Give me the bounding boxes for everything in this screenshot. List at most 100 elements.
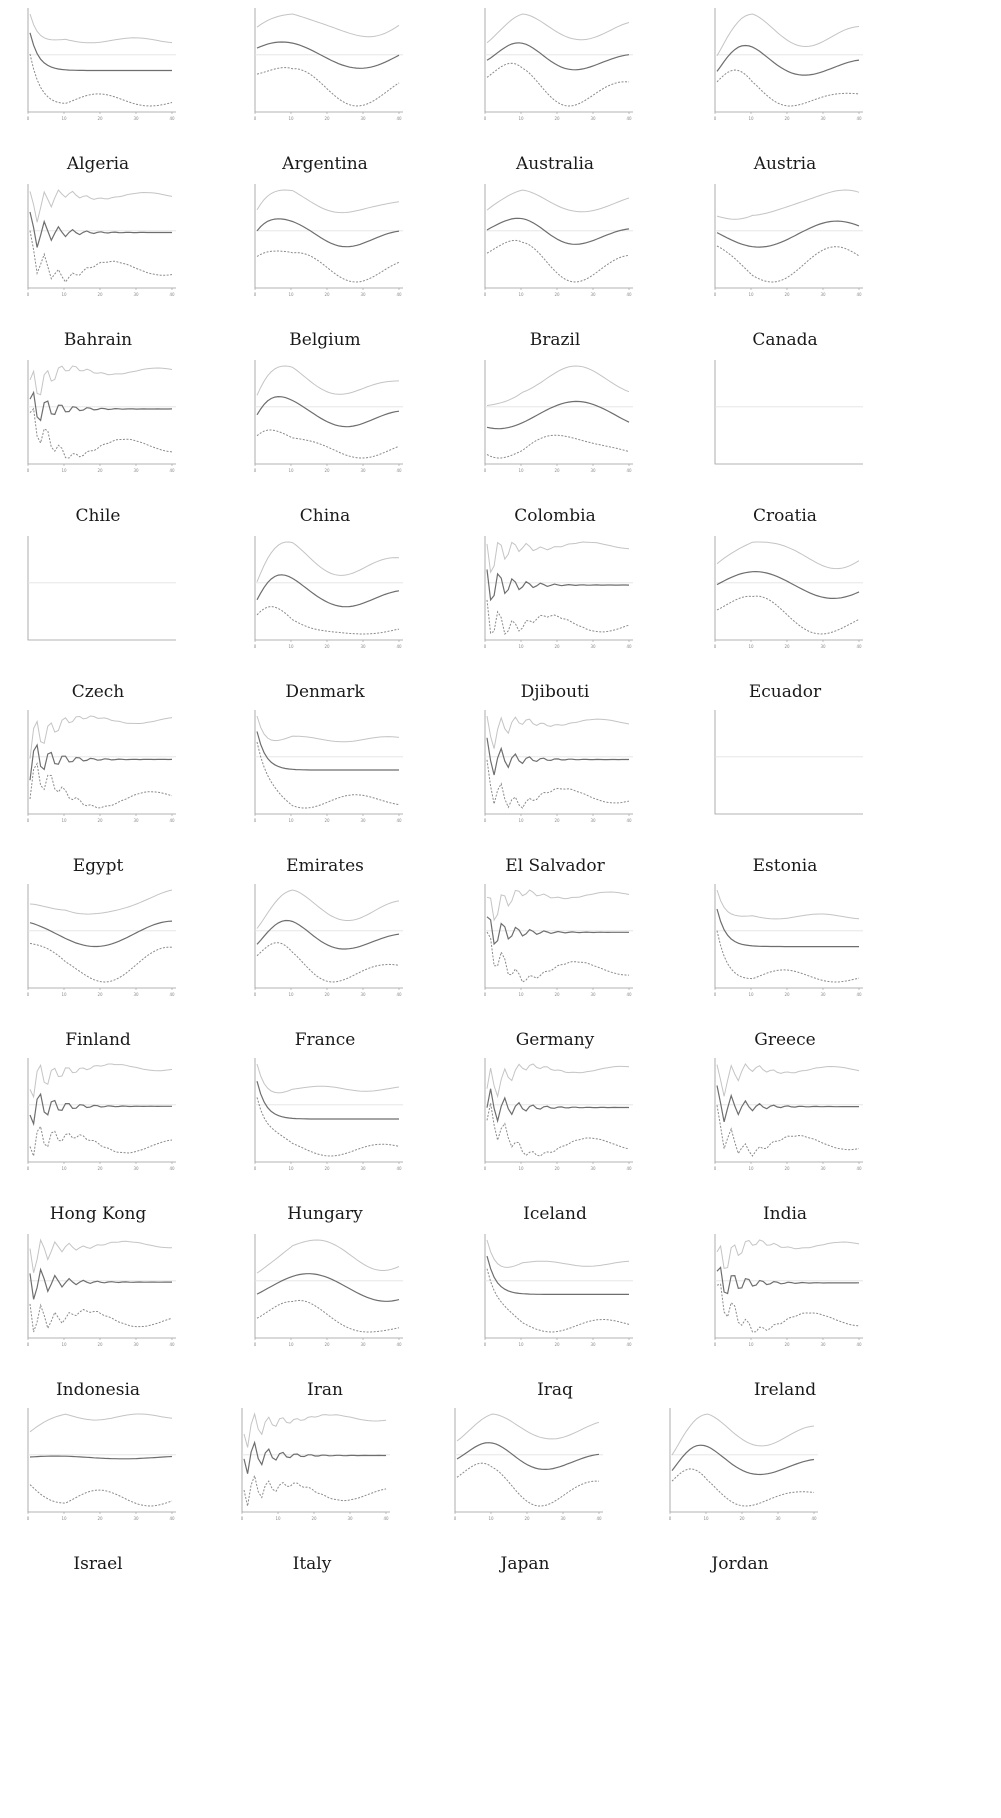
x-tick-label: 20 bbox=[554, 992, 560, 997]
irf-chart: 0 10 20 30 40 bbox=[484, 184, 633, 297]
x-tick-label: 20 bbox=[554, 644, 560, 649]
irf-panel: 0 10 20 30 40 Emirates bbox=[245, 706, 405, 876]
x-tick-label: 10 bbox=[61, 992, 67, 997]
x-tick-label: 10 bbox=[703, 1516, 709, 1521]
response-line bbox=[29, 743, 173, 781]
x-tick-label: 20 bbox=[324, 644, 330, 649]
x-tick-label: 30 bbox=[590, 1342, 596, 1347]
upper-band-line bbox=[256, 715, 400, 743]
x-tick-label: 30 bbox=[133, 818, 139, 823]
country-label: Japan bbox=[500, 1554, 550, 1574]
irf-chart: 0 10 20 30 40 bbox=[454, 1408, 603, 1521]
upper-band-line bbox=[716, 1239, 860, 1270]
lower-band-line bbox=[29, 230, 173, 283]
irf-panel: 0 10 20 30 40 Indonesia bbox=[18, 1230, 178, 1400]
upper-band-line bbox=[486, 541, 630, 574]
axis-frame bbox=[714, 710, 863, 815]
x-tick-label: 10 bbox=[518, 992, 524, 997]
x-tick-label: 0 bbox=[669, 1516, 672, 1521]
x-tick-label: 20 bbox=[784, 992, 790, 997]
x-tick-label: 30 bbox=[133, 1342, 139, 1347]
irf-chart: 0 10 20 30 40 bbox=[484, 884, 633, 997]
x-tick-label: 0 bbox=[484, 644, 487, 649]
irf-chart: 0 10 20 30 40 bbox=[484, 536, 633, 649]
x-tick-label: 20 bbox=[784, 292, 790, 297]
irf-panel: 0 10 20 30 40 Brazil bbox=[475, 180, 635, 350]
lower-band-line bbox=[716, 1283, 860, 1333]
x-tick-label: 20 bbox=[97, 116, 103, 121]
country-label: France bbox=[294, 1030, 356, 1050]
axis-frame bbox=[27, 710, 176, 815]
irf-chart bbox=[714, 710, 863, 815]
country-label: Austria bbox=[753, 154, 817, 174]
lower-band-line bbox=[256, 1299, 400, 1333]
irf-panel: 0 10 20 30 40 Colombia bbox=[475, 356, 635, 526]
x-tick-label: 40 bbox=[396, 644, 402, 649]
x-tick-label: 40 bbox=[396, 1166, 402, 1171]
x-tick-label: 40 bbox=[396, 292, 402, 297]
x-tick-label: 0 bbox=[254, 1342, 257, 1347]
lower-band-line bbox=[486, 62, 630, 107]
axis-frame bbox=[27, 1408, 176, 1513]
x-tick-label: 20 bbox=[554, 818, 560, 823]
upper-band-line bbox=[486, 1063, 630, 1099]
upper-band-line bbox=[256, 13, 400, 38]
x-tick-label: 20 bbox=[739, 1516, 745, 1521]
x-tick-label: 0 bbox=[714, 992, 717, 997]
upper-band-line bbox=[486, 189, 630, 213]
lower-band-line bbox=[716, 1105, 860, 1157]
x-tick-label: 40 bbox=[383, 1516, 389, 1521]
x-tick-label: 40 bbox=[626, 818, 632, 823]
x-tick-label: 0 bbox=[484, 116, 487, 121]
x-tick-label: 40 bbox=[169, 1166, 175, 1171]
lower-band-line bbox=[716, 930, 860, 983]
axis-frame bbox=[254, 1234, 403, 1339]
irf-chart: 0 10 20 30 40 bbox=[27, 360, 176, 473]
response-line bbox=[456, 1442, 600, 1471]
x-tick-label: 10 bbox=[288, 116, 294, 121]
upper-band-line bbox=[29, 365, 173, 396]
response-line bbox=[486, 569, 630, 602]
x-tick-label: 10 bbox=[748, 1166, 754, 1171]
response-line bbox=[256, 395, 400, 428]
response-line bbox=[29, 32, 172, 72]
x-tick-label: 10 bbox=[518, 468, 524, 473]
irf-chart: 0 10 20 30 40 bbox=[714, 184, 863, 297]
irf-panel: 0 10 20 30 40 Hungary bbox=[245, 1054, 405, 1224]
irf-panel: 0 10 20 30 40 Djibouti bbox=[475, 532, 635, 702]
axis-frame bbox=[254, 8, 403, 113]
irf-panel: 0 10 20 30 40 Belgium bbox=[245, 180, 405, 350]
x-tick-label: 40 bbox=[626, 116, 632, 121]
lower-band-line bbox=[256, 605, 400, 635]
response-line bbox=[716, 1085, 859, 1123]
x-tick-label: 30 bbox=[360, 292, 366, 297]
x-tick-label: 10 bbox=[61, 116, 67, 121]
x-tick-label: 0 bbox=[254, 468, 257, 473]
irf-panel: 0 10 20 30 40 Italy bbox=[232, 1404, 392, 1574]
response-line bbox=[29, 1267, 172, 1300]
x-tick-label: 20 bbox=[324, 818, 330, 823]
country-label: Brazil bbox=[529, 330, 581, 350]
x-tick-label: 40 bbox=[169, 116, 175, 121]
x-tick-label: 30 bbox=[133, 116, 139, 121]
upper-band-line bbox=[256, 365, 400, 396]
upper-band-line bbox=[456, 1413, 600, 1442]
x-tick-label: 10 bbox=[518, 292, 524, 297]
x-tick-label: 30 bbox=[590, 292, 596, 297]
x-tick-label: 40 bbox=[626, 1342, 632, 1347]
x-tick-label: 10 bbox=[288, 468, 294, 473]
x-tick-label: 10 bbox=[61, 1342, 67, 1347]
lower-band-line bbox=[256, 250, 400, 283]
irf-panel: 0 10 20 30 40 El Salvador bbox=[475, 706, 635, 876]
irf-chart: 0 10 20 30 40 bbox=[714, 884, 863, 997]
lower-band-line bbox=[486, 239, 630, 283]
x-tick-label: 30 bbox=[360, 818, 366, 823]
irf-chart: 0 10 20 30 40 bbox=[714, 1058, 863, 1171]
x-tick-label: 20 bbox=[97, 992, 103, 997]
x-tick-label: 30 bbox=[820, 292, 826, 297]
lower-band-line bbox=[486, 1103, 630, 1157]
x-tick-label: 10 bbox=[748, 1342, 754, 1347]
response-line bbox=[29, 1092, 172, 1127]
x-tick-label: 10 bbox=[518, 818, 524, 823]
country-label: Czech bbox=[71, 682, 125, 702]
